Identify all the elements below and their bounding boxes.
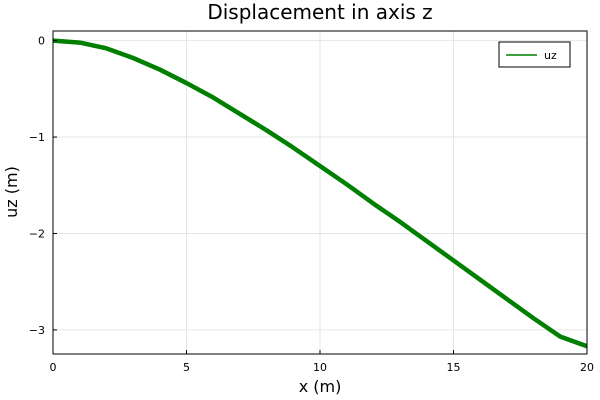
series-layer — [52, 38, 588, 349]
legend: uz — [498, 41, 571, 68]
y-tick-label: −2 — [29, 227, 45, 240]
y-tick-label: −1 — [29, 131, 45, 144]
y-axis-ticks: 0 −1 −2 −3 — [29, 35, 57, 337]
y-tick-label: −3 — [29, 324, 45, 337]
x-tick-label: 10 — [313, 361, 327, 374]
x-tick-label: 15 — [447, 361, 461, 374]
x-axis-ticks: 0 5 10 15 20 — [50, 350, 594, 374]
legend-label-uz: uz — [544, 49, 557, 62]
x-axis-label: x (m) — [299, 377, 342, 396]
chart-title: Displacement in axis z — [207, 0, 432, 24]
y-axis-label: uz (m) — [2, 166, 21, 218]
grid — [52, 31, 588, 354]
x-tick-label: 20 — [580, 361, 594, 374]
series-line-uz — [52, 38, 588, 349]
x-tick-label: 0 — [50, 361, 57, 374]
y-tick-label: 0 — [38, 35, 45, 48]
x-tick-label: 5 — [183, 361, 190, 374]
